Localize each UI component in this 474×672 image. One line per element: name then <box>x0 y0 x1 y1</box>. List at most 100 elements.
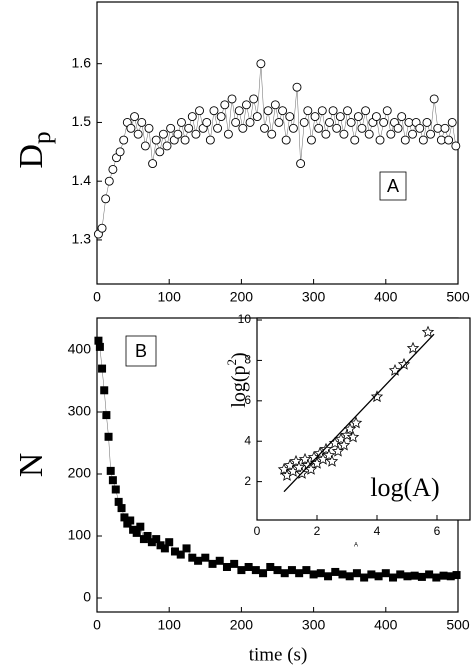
point <box>162 141 172 151</box>
point <box>389 573 398 582</box>
point <box>324 572 333 581</box>
point <box>346 117 356 127</box>
point <box>314 123 324 133</box>
y-tick-label: 10 <box>238 312 252 326</box>
point <box>201 553 210 562</box>
point <box>360 573 369 582</box>
point <box>317 106 327 116</box>
point <box>234 106 244 116</box>
point <box>100 386 109 395</box>
x-axis-label: log(A) <box>370 473 439 502</box>
point <box>432 573 441 582</box>
point <box>425 570 434 579</box>
point <box>205 135 215 145</box>
point <box>195 106 204 116</box>
point <box>299 117 309 127</box>
point <box>287 566 296 575</box>
point <box>338 570 347 579</box>
point <box>422 117 432 127</box>
point <box>310 112 320 122</box>
x-tick-label: 400 <box>374 289 398 305</box>
point <box>166 123 176 133</box>
point <box>415 123 425 133</box>
point <box>417 572 426 581</box>
point <box>349 416 363 429</box>
y-tick-label: 6 <box>244 393 251 407</box>
point <box>267 129 277 139</box>
y-axis-label-suffix: ) <box>228 352 250 359</box>
point <box>152 535 161 544</box>
point <box>216 112 226 122</box>
point <box>292 82 302 92</box>
point <box>295 569 304 578</box>
point <box>256 59 266 69</box>
point <box>451 141 461 151</box>
y-tick-label: 1.5 <box>72 113 92 129</box>
point <box>244 562 253 571</box>
x-tick-label: 200 <box>230 289 254 305</box>
point <box>410 571 419 580</box>
y-tick-label: 1.4 <box>72 172 92 188</box>
point <box>108 164 118 174</box>
point <box>215 556 224 565</box>
point <box>177 117 186 127</box>
point <box>104 432 113 441</box>
point <box>220 100 230 110</box>
point <box>94 336 103 345</box>
point <box>325 117 334 127</box>
point <box>381 569 390 578</box>
point <box>400 135 410 145</box>
point <box>332 123 342 133</box>
x-tick-label: 300 <box>302 617 326 633</box>
point <box>273 566 282 575</box>
point <box>370 390 384 403</box>
point <box>209 106 219 116</box>
y-axis-label-sup: 2 <box>224 359 239 366</box>
point <box>367 570 376 579</box>
x-tick-label: 300 <box>302 289 326 305</box>
point <box>119 135 129 145</box>
y-axis-label: N <box>13 453 50 478</box>
point <box>328 106 338 116</box>
annotation-box <box>125 335 157 367</box>
point <box>270 100 280 110</box>
y-tick-label: 300 <box>68 403 92 419</box>
x-tick-label: 6 <box>434 524 441 538</box>
point <box>213 123 223 133</box>
point <box>274 117 284 127</box>
point <box>245 117 255 127</box>
point <box>222 562 231 571</box>
point <box>440 123 450 133</box>
point <box>309 570 318 579</box>
point <box>237 566 246 575</box>
x-tick-label: 4 <box>374 524 381 538</box>
point <box>106 466 115 475</box>
point <box>176 550 185 559</box>
point <box>403 572 412 581</box>
y-tick-label: 200 <box>68 465 92 481</box>
point <box>325 454 339 467</box>
panel: 0 100 200 300 400 500 1.3 1.4 1.5 1.6 Dp A <box>13 1 470 305</box>
point <box>151 135 161 145</box>
point <box>101 194 111 204</box>
point <box>95 342 104 351</box>
point <box>114 497 123 506</box>
x-tick-label: 200 <box>230 617 254 633</box>
point <box>364 129 374 139</box>
point <box>426 129 436 139</box>
point <box>345 572 354 581</box>
point <box>331 444 345 457</box>
point <box>102 411 111 420</box>
point <box>343 106 352 116</box>
point <box>252 112 262 122</box>
point <box>421 325 435 338</box>
point <box>108 476 117 485</box>
point <box>227 94 237 104</box>
x-tick-label: 0 <box>93 289 101 305</box>
point <box>160 544 169 553</box>
x-tick-label: 2 <box>314 524 321 538</box>
point <box>156 541 165 550</box>
y-tick-label: 4 <box>244 433 251 447</box>
point <box>259 569 268 578</box>
point <box>170 547 179 556</box>
